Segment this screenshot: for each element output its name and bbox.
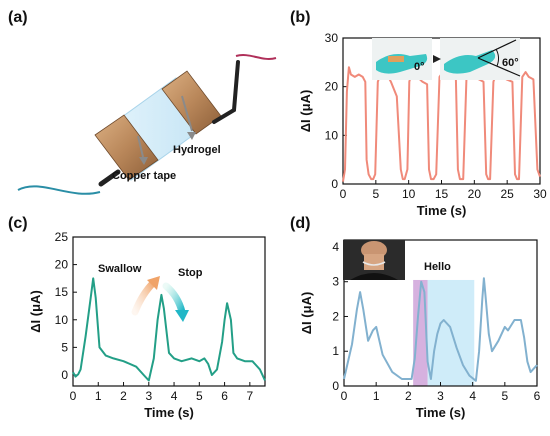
- right-wire: [235, 54, 277, 60]
- x-axis-label: Time (s): [416, 405, 466, 420]
- x-tick-label: 0: [341, 389, 348, 403]
- y-tick-label: 25: [55, 230, 69, 244]
- x-tick-label: 1: [95, 389, 102, 403]
- y-axis-label: ΔI (μA): [299, 292, 314, 335]
- angle-0-label: 0°: [414, 61, 425, 73]
- y-tick-label: 20: [55, 258, 69, 272]
- copper-tape-callout: Copper tape: [112, 170, 176, 182]
- neck-photo-shirt: [350, 273, 398, 280]
- stop-arrow: [162, 282, 186, 316]
- x-tick-label: 15: [435, 187, 449, 201]
- x-tick-label: 3: [437, 389, 444, 403]
- hydrogel-pointer-head: [187, 132, 196, 140]
- copper-pointer-head: [139, 157, 148, 165]
- y-tick-label: 0: [61, 368, 68, 382]
- angle-line-upper: [477, 39, 517, 59]
- x-tick-label: 1: [373, 389, 380, 403]
- y-tick-label: 10: [325, 128, 339, 142]
- swallow-arrow: [131, 278, 158, 316]
- y-tick-label: 3: [332, 275, 339, 289]
- plot-frame: [72, 236, 266, 387]
- x-tick-label: 2: [120, 389, 127, 403]
- x-tick-label: 5: [196, 389, 203, 403]
- hydrogel-callout: Hydrogel: [173, 144, 221, 156]
- left-wire: [17, 185, 101, 195]
- swallow-arrow-head: [147, 276, 160, 290]
- hydrogel-pointer: [181, 95, 193, 132]
- series-line: [343, 277, 538, 382]
- panel-b-label: (b): [290, 9, 310, 26]
- x-tick-label: 10: [402, 187, 416, 201]
- x-tick-label: 0: [340, 187, 347, 201]
- x-tick-label: 20: [468, 187, 482, 201]
- chart-c: 0 1 2 3 4 5 6 7 0 5 10 15 20 25 Time (s) ΔI (μA): [28, 230, 266, 420]
- swallow-annotation: Swallow: [98, 263, 142, 275]
- x-tick-label: 0: [70, 389, 77, 403]
- series-line: [72, 277, 266, 382]
- inset-neck-photo: [343, 240, 405, 280]
- y-tick-label: 4: [332, 240, 339, 254]
- swallow-stop-arrows: [131, 276, 189, 322]
- x-tick-label: 2: [405, 389, 412, 403]
- stop-arrow-head: [175, 310, 189, 322]
- copper-tape-left: [94, 114, 159, 181]
- y-tick-label: 20: [325, 80, 339, 94]
- x-tick-label: 7: [246, 389, 253, 403]
- x-tick-label: 6: [534, 389, 541, 403]
- x-tick-label: 30: [533, 187, 547, 201]
- x-tick-label: 5: [372, 187, 379, 201]
- x-tick-label: 4: [469, 389, 476, 403]
- neck-photo-neck: [364, 254, 384, 270]
- highlight-band-1: [413, 279, 428, 386]
- x-tick-label: 5: [501, 389, 508, 403]
- left-connector: [98, 169, 121, 187]
- y-tick-label: 30: [325, 31, 339, 45]
- y-tick-label: 0: [332, 379, 339, 393]
- panel-a-label: (a): [8, 9, 28, 26]
- y-tick-label: 15: [55, 285, 69, 299]
- panel-d-label: (d): [290, 215, 310, 232]
- inset-hand-photos: 0° 60°: [372, 38, 521, 80]
- y-tick-label: 0: [331, 177, 338, 191]
- y-tick-label: 5: [61, 340, 68, 354]
- copper-pointer: [137, 135, 144, 158]
- y-axis-label: ΔI (μA): [28, 290, 43, 333]
- x-tick-label: 6: [221, 389, 228, 403]
- panel-c-label: (c): [8, 215, 28, 232]
- device-illustration: [17, 54, 277, 195]
- x-tick-label: 3: [145, 389, 152, 403]
- y-tick-label: 1: [332, 344, 339, 358]
- sensor-on-finger-flat: [388, 56, 404, 62]
- x-tick-label: 25: [500, 187, 514, 201]
- y-tick-label: 10: [55, 313, 69, 327]
- y-axis-label: ΔI (μA): [298, 90, 313, 133]
- hello-annotation: Hello: [424, 261, 451, 273]
- right-connector: [212, 60, 240, 124]
- x-axis-label: Time (s): [417, 203, 467, 218]
- angle-line-lower: [477, 57, 521, 77]
- stop-annotation: Stop: [178, 267, 203, 279]
- angle-arc: [495, 48, 499, 67]
- angle-60-label: 60°: [502, 57, 519, 69]
- y-tick-label: 2: [332, 309, 339, 323]
- x-tick-label: 4: [171, 389, 178, 403]
- x-axis-label: Time (s): [144, 405, 194, 420]
- series-line: [342, 66, 541, 182]
- neck-sensor: [362, 261, 386, 266]
- bend-arrow: [433, 55, 441, 63]
